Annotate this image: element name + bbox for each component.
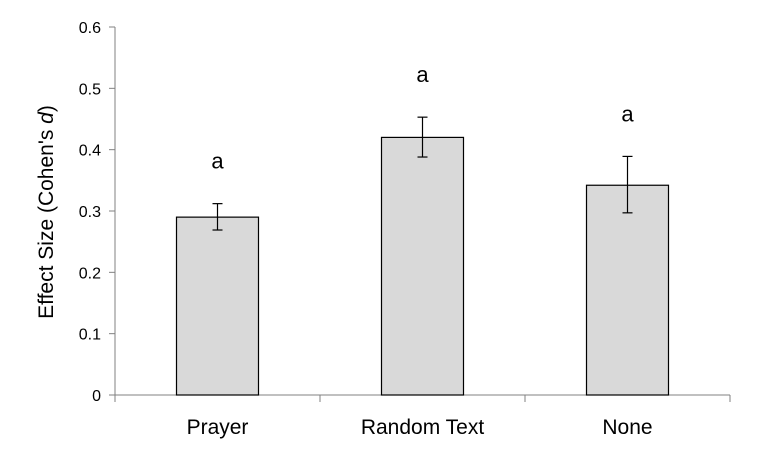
y-axis-title-italic: d [35,111,58,124]
significance-label: a [211,149,224,174]
x-category-label: None [602,416,652,439]
bar [380,136,465,396]
y-tick-label: 0.4 [79,143,101,160]
x-category-label: Random Text [361,416,485,439]
y-tick-label: 0.1 [79,327,101,344]
x-category-label: Prayer [187,416,249,439]
significance-label: a [416,62,429,87]
bar [175,216,260,396]
y-axis-title-prefix: Effect Size (Cohen's [35,124,58,319]
y-tick-label: 0 [92,388,101,405]
significance-label: a [621,101,634,126]
y-axis-title: Effect Size (Cohen's d) [35,105,58,319]
y-axis-title-suffix: ) [35,105,58,112]
y-tick-label: 0.5 [79,81,101,98]
plot-area: 0 0.1 0.2 0.3 0.4 0.5 0.6 a Prayer a Random Text a N… [79,20,731,439]
bar [585,184,670,396]
y-tick-label: 0.3 [79,204,101,221]
y-tick-label: 0.6 [79,20,101,37]
y-tick-label: 0.2 [79,265,101,282]
